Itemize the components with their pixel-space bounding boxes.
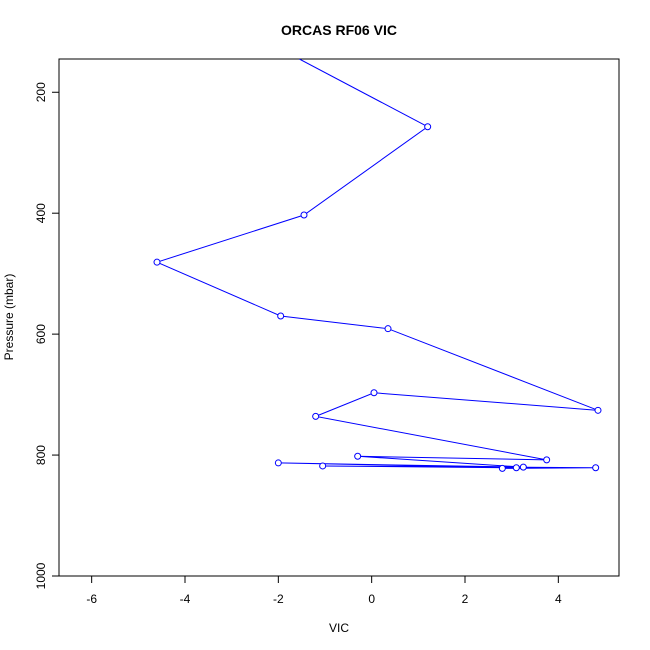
- x-tick-label: 0: [368, 592, 375, 606]
- data-point: [519, 463, 527, 471]
- data-point: [594, 406, 602, 414]
- x-axis-label: VIC: [329, 621, 349, 635]
- data-point: [384, 325, 392, 333]
- x-axis: -6 -4 -2 0 2 4: [86, 575, 562, 606]
- x-tick-label: 2: [462, 592, 469, 606]
- data-point: [319, 462, 327, 470]
- x-tick-label: -4: [180, 592, 191, 606]
- y-tick-label: 1000: [34, 562, 48, 589]
- y-tick-label: 400: [34, 203, 48, 223]
- data-point: [370, 389, 378, 397]
- plot-area: [153, 59, 602, 472]
- data-point: [543, 456, 551, 464]
- data-point: [153, 258, 161, 266]
- x-tick-label: -6: [86, 592, 97, 606]
- y-tick-label: 200: [34, 82, 48, 102]
- y-axis-label: Pressure (mbar): [2, 274, 16, 361]
- data-point: [424, 123, 432, 131]
- y-tick-label: 800: [34, 445, 48, 465]
- x-tick-label: -2: [273, 592, 284, 606]
- y-axis: 200 400 600 800 1000: [34, 82, 60, 589]
- y-tick-label: 600: [34, 324, 48, 344]
- data-point: [312, 412, 320, 420]
- data-point: [354, 452, 362, 460]
- data-point: [277, 312, 285, 320]
- data-point: [498, 464, 506, 472]
- data-point: [274, 459, 282, 467]
- data-point: [300, 211, 308, 219]
- series-line: [155, 59, 599, 469]
- data-point: [512, 464, 520, 472]
- chart-title: ORCAS RF06 VIC: [281, 22, 397, 38]
- plot-area-frame: [58, 58, 620, 577]
- x-tick-label: 4: [555, 592, 562, 606]
- data-point: [592, 464, 600, 472]
